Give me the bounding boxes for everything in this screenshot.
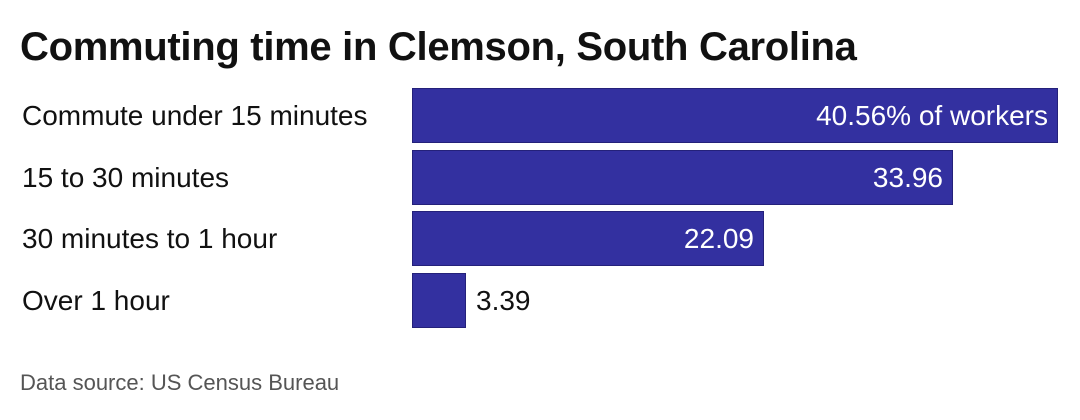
- bar-value-label: 33.96: [872, 161, 943, 193]
- bar-chart-plot: Commute under 15 minutes 40.56% of worker…: [0, 88, 1080, 338]
- chart-title: Commuting time in Clemson, South Carolin…: [20, 25, 857, 69]
- category-label: 15 to 30 minutes: [22, 161, 230, 193]
- bar-value-label: 40.56% of workers: [816, 100, 1048, 131]
- data-source-note: Data source: US Census Bureau: [20, 370, 340, 395]
- bar: [412, 211, 764, 266]
- bar: [412, 149, 953, 205]
- bar-row: Commute under 15 minutes 40.56% of worker…: [0, 88, 1080, 144]
- bar-row: Over 1 hour 3.39: [0, 272, 1080, 329]
- bar-value-label: 3.39: [476, 284, 531, 316]
- bar: [412, 272, 466, 328]
- bar-row: 30 minutes to 1 hour 22.09: [0, 211, 1080, 267]
- bar-value-label: 22.09: [683, 223, 754, 254]
- category-label: Commute under 15 minutes: [22, 100, 368, 131]
- category-label: Over 1 hour: [22, 284, 170, 316]
- bar: [412, 88, 1058, 143]
- bar-row: 15 to 30 minutes 33.96: [0, 149, 1080, 206]
- category-label: 30 minutes to 1 hour: [22, 223, 278, 254]
